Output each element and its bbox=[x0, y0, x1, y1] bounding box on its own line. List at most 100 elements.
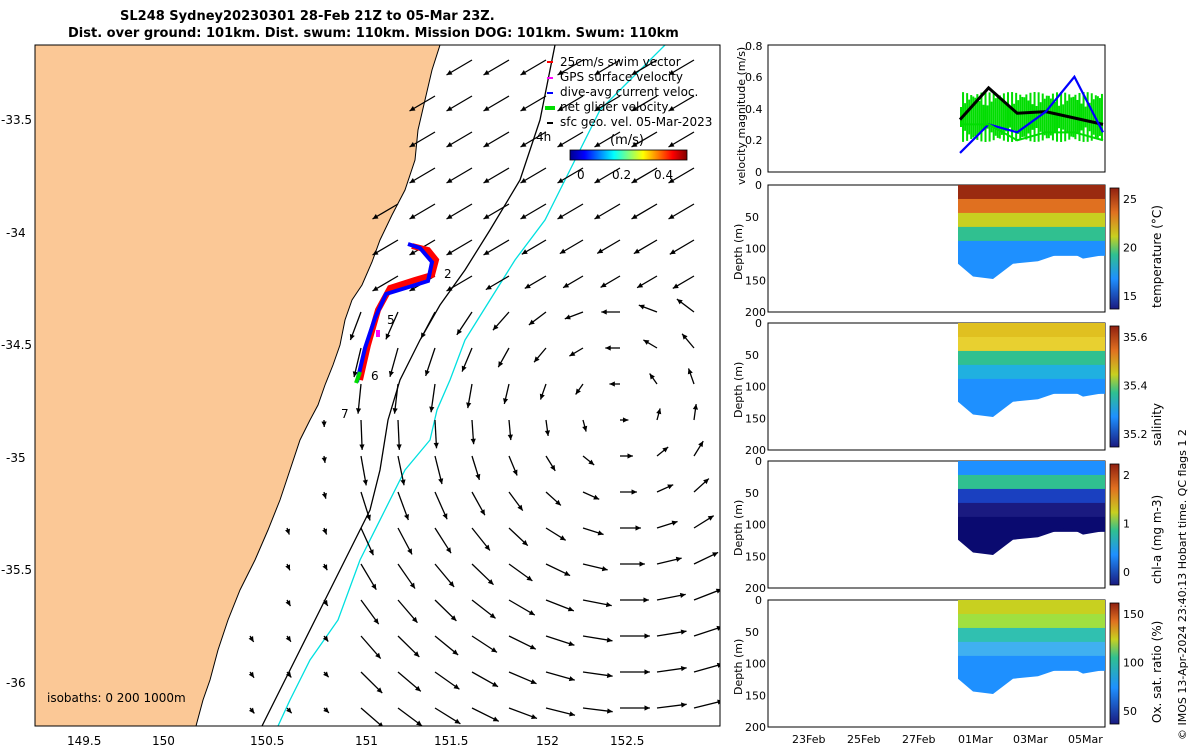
velocity-vector bbox=[656, 556, 682, 565]
velocity-vector bbox=[620, 705, 650, 711]
velocity-vector bbox=[557, 95, 584, 112]
velocity-vector bbox=[420, 311, 436, 339]
velocity-vector bbox=[620, 453, 633, 459]
velocity-vector bbox=[409, 203, 436, 220]
colorbar-label: (m/s) bbox=[610, 133, 644, 148]
velocity-vector bbox=[508, 455, 518, 476]
legend-swim-vector: 25cm/s swim vector bbox=[560, 55, 681, 69]
velocity-vector bbox=[503, 383, 510, 405]
velocity-series-line bbox=[959, 74, 1104, 154]
velocity-vector bbox=[669, 239, 695, 255]
velocity-vector bbox=[643, 339, 658, 349]
velocity-vector bbox=[545, 455, 556, 472]
velocity-vector bbox=[456, 311, 473, 336]
velocity-vector bbox=[545, 527, 567, 541]
velocity-vector bbox=[434, 707, 461, 725]
velocity-vector bbox=[557, 59, 584, 76]
colorbar-tick-2: 0.4 bbox=[654, 168, 673, 182]
velocity-vector bbox=[470, 419, 476, 445]
velocity-vector bbox=[397, 563, 416, 589]
section-colorbar bbox=[1109, 187, 1120, 310]
speed-colorbar: (m/s) 0 0.2 0.4 bbox=[569, 133, 688, 182]
section-y-tick: 0 bbox=[755, 594, 762, 607]
velocity-vector bbox=[620, 633, 650, 639]
velocity-vector bbox=[471, 455, 481, 481]
velocity-vector bbox=[508, 599, 536, 616]
velocity-vector bbox=[355, 383, 362, 414]
velocity-vector bbox=[285, 599, 292, 607]
velocity-vector bbox=[446, 203, 473, 220]
velocity-vector bbox=[693, 662, 720, 673]
footer-credit: © IMOS 13-Apr-2024 23:40:13 Hobart time.… bbox=[1176, 429, 1189, 740]
velocity-vector bbox=[359, 419, 365, 450]
velocity-vector bbox=[323, 707, 330, 714]
velocity-vector bbox=[633, 239, 658, 255]
velocity-vector bbox=[429, 383, 436, 413]
velocity-vector bbox=[497, 347, 510, 368]
velocity-vector bbox=[594, 95, 621, 112]
section-y-tick: 0 bbox=[755, 179, 762, 192]
time-label-5: 5 bbox=[387, 313, 395, 327]
velocity-vector bbox=[631, 131, 658, 148]
velocity-vector bbox=[620, 417, 629, 423]
velocity-vector bbox=[434, 491, 448, 520]
velocity-vector bbox=[397, 527, 413, 555]
map-x-tick: 152.5 bbox=[610, 734, 644, 748]
isobath-200m bbox=[261, 45, 556, 726]
velocity-vector bbox=[582, 599, 612, 608]
legend-dive-avg: dive-avg current veloc. bbox=[560, 85, 698, 99]
section-y-tick: 200 bbox=[745, 582, 766, 595]
velocity-vector bbox=[360, 563, 377, 591]
velocity-vector bbox=[409, 167, 436, 184]
velocity-vector bbox=[582, 563, 608, 572]
velocity-vector bbox=[631, 203, 658, 220]
velocity-vector bbox=[492, 311, 510, 331]
section-colorbar-tick: 0 bbox=[1123, 566, 1130, 579]
velocity-vector bbox=[434, 455, 444, 485]
velocity-vector bbox=[668, 131, 695, 148]
velocity-vector bbox=[385, 311, 399, 340]
velocity-vector bbox=[360, 491, 371, 521]
time-x-tick: 27Feb bbox=[902, 733, 935, 746]
section-y-tick: 150 bbox=[745, 412, 766, 425]
time-label-6: 6 bbox=[371, 369, 379, 383]
velocity-vector bbox=[434, 527, 452, 554]
velocity-vector bbox=[352, 347, 362, 378]
section-panel: Depth (m) 0 50 100 150 200 35.6 35.4 35.2 salinit… bbox=[732, 317, 1164, 457]
velocity-vector bbox=[409, 131, 436, 148]
velocity-vector bbox=[508, 635, 537, 650]
velocity-vector bbox=[582, 671, 613, 679]
section-y-tick: 50 bbox=[745, 626, 759, 639]
velocity-vector bbox=[620, 669, 650, 675]
section-colorbar-tick: 100 bbox=[1123, 657, 1144, 670]
velocity-vector bbox=[248, 671, 255, 679]
velocity-vector bbox=[483, 239, 510, 256]
surface-velocity-vectors bbox=[248, 59, 720, 726]
velocity-vector bbox=[594, 131, 621, 148]
section-y-tick: 100 bbox=[745, 519, 766, 532]
velocity-vector bbox=[397, 491, 409, 521]
velocity-vector bbox=[433, 419, 439, 449]
velocity-vector bbox=[508, 491, 524, 511]
section-ylabel: Depth (m) bbox=[732, 639, 745, 695]
velocity-vector bbox=[397, 635, 420, 658]
velocity-vector bbox=[248, 707, 255, 714]
velocity-vector bbox=[483, 59, 510, 76]
section-colorbar-label: temperature (°C) bbox=[1150, 205, 1164, 308]
section-colorbar-label: Ox. sat. ratio (%) bbox=[1150, 621, 1164, 723]
velocity-vector bbox=[461, 347, 473, 372]
section-y-tick: 0 bbox=[755, 317, 762, 330]
velocity-vector bbox=[524, 275, 547, 290]
velocity-vector bbox=[508, 563, 533, 582]
velocity-ylabel: velocity magnitude (m/s) bbox=[735, 47, 748, 185]
velocity-vector bbox=[693, 440, 704, 457]
velocity-vector bbox=[446, 95, 473, 112]
velocity-vector bbox=[372, 275, 399, 292]
velocity-vector bbox=[582, 455, 595, 466]
velocity-vector bbox=[285, 563, 291, 571]
velocity-vector bbox=[397, 671, 422, 692]
map-x-tick: 149.5 bbox=[67, 734, 101, 748]
velocity-vector bbox=[424, 347, 436, 377]
map-y-tick: -35.5 bbox=[1, 563, 32, 577]
